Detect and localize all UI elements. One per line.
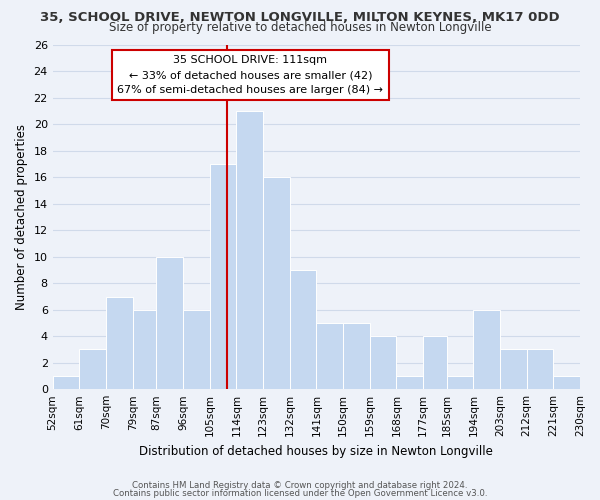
Bar	[423, 336, 446, 389]
Text: Contains public sector information licensed under the Open Government Licence v3: Contains public sector information licen…	[113, 488, 487, 498]
Bar	[397, 376, 423, 389]
Bar	[183, 310, 209, 389]
Bar	[473, 310, 500, 389]
Bar	[553, 376, 580, 389]
Bar	[106, 296, 133, 389]
Bar	[79, 350, 106, 389]
Bar	[370, 336, 397, 389]
Bar	[133, 310, 157, 389]
Bar	[53, 376, 79, 389]
Text: 35 SCHOOL DRIVE: 111sqm
← 33% of detached houses are smaller (42)
67% of semi-de: 35 SCHOOL DRIVE: 111sqm ← 33% of detache…	[118, 56, 383, 95]
Bar	[290, 270, 316, 389]
Text: 35, SCHOOL DRIVE, NEWTON LONGVILLE, MILTON KEYNES, MK17 0DD: 35, SCHOOL DRIVE, NEWTON LONGVILLE, MILT…	[40, 11, 560, 24]
Bar	[500, 350, 527, 389]
Bar	[263, 178, 290, 389]
Bar	[527, 350, 553, 389]
Bar	[209, 164, 236, 389]
X-axis label: Distribution of detached houses by size in Newton Longville: Distribution of detached houses by size …	[139, 444, 493, 458]
Bar	[236, 111, 263, 389]
Y-axis label: Number of detached properties: Number of detached properties	[15, 124, 28, 310]
Text: Contains HM Land Registry data © Crown copyright and database right 2024.: Contains HM Land Registry data © Crown c…	[132, 481, 468, 490]
Text: Size of property relative to detached houses in Newton Longville: Size of property relative to detached ho…	[109, 22, 491, 35]
Bar	[446, 376, 473, 389]
Bar	[157, 257, 183, 389]
Bar	[343, 323, 370, 389]
Bar	[316, 323, 343, 389]
